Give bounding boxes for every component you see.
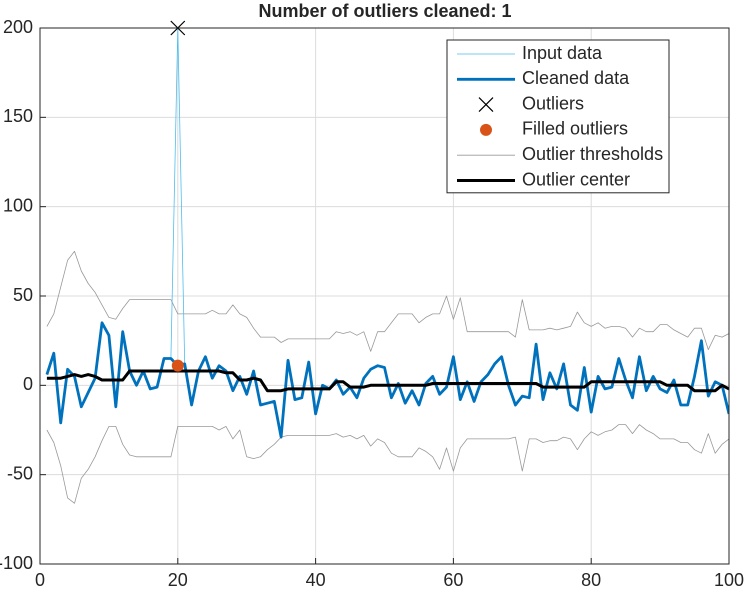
legend-label: Outlier thresholds bbox=[522, 144, 663, 164]
x-tick-label: 100 bbox=[714, 570, 744, 590]
legend-label: Cleaned data bbox=[522, 68, 630, 88]
x-tick-label: 80 bbox=[581, 570, 601, 590]
x-tick-label: 0 bbox=[35, 570, 45, 590]
chart-title: Number of outliers cleaned: 1 bbox=[258, 1, 511, 21]
legend-label: Outlier center bbox=[522, 169, 630, 189]
y-tick-label: -100 bbox=[0, 553, 33, 573]
series-line bbox=[46, 369, 729, 393]
legend-swatch bbox=[478, 97, 494, 113]
y-tick-label: 50 bbox=[13, 285, 33, 305]
legend-swatch bbox=[480, 123, 492, 136]
legend-label: Input data bbox=[522, 43, 603, 63]
axes-box bbox=[39, 27, 730, 565]
legend-label: Filled outliers bbox=[522, 119, 628, 139]
filled-marker bbox=[171, 359, 184, 372]
y-tick-label: 200 bbox=[3, 17, 33, 37]
y-tick-label: 100 bbox=[3, 195, 33, 215]
legend-box bbox=[446, 39, 670, 194]
legend-label: Outliers bbox=[522, 93, 584, 113]
y-tick-label: -50 bbox=[7, 463, 33, 483]
y-tick-label: 150 bbox=[3, 106, 33, 126]
series-line bbox=[46, 250, 729, 352]
series-line bbox=[45, 321, 729, 439]
x-tick-label: 40 bbox=[306, 570, 326, 590]
series-line bbox=[46, 424, 729, 504]
x-tick-label: 20 bbox=[168, 570, 188, 590]
y-tick-label: 0 bbox=[23, 374, 33, 394]
x-tick-label: 60 bbox=[443, 570, 463, 590]
